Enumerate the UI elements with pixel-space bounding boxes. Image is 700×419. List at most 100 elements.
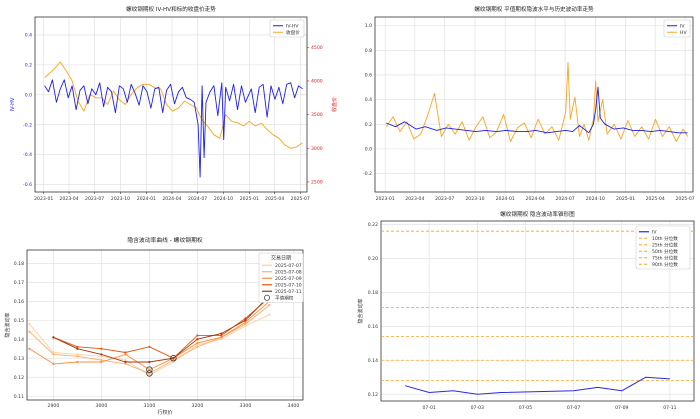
chart3-series-0-point-3 bbox=[100, 355, 103, 358]
chart3-series-1-point-10 bbox=[268, 303, 271, 307]
chart3-x-tick-5: 3400 bbox=[288, 403, 300, 409]
chart3-y-tick-2: 0.13 bbox=[14, 356, 24, 362]
chart3-series-0-point-0 bbox=[28, 322, 31, 326]
chart3-series-1-point-4 bbox=[124, 362, 127, 366]
chart3-series-3-point-7 bbox=[196, 334, 199, 337]
chart1-x-tick-7: 2024-10 bbox=[214, 196, 233, 202]
chart3-series-3-point-4 bbox=[124, 351, 127, 354]
chart1-series-close-line bbox=[44, 61, 303, 149]
chart1-legend-label-0: IV-HV bbox=[286, 24, 299, 30]
chart1-y2label: 收盘价 bbox=[331, 97, 338, 112]
chart4-series-iv-line bbox=[404, 376, 670, 395]
chart-iv-cone: 07-01 07-03 07-05 07-07 07-09 07-11 0.12 0.14 0.… bbox=[357, 210, 695, 411]
chart3-series-2-point-8 bbox=[220, 336, 223, 339]
chart3-series-4-line bbox=[53, 281, 294, 363]
chart3-x-tick-4: 3300 bbox=[240, 403, 252, 409]
chart1-x-tick-0: 2023-01 bbox=[34, 196, 53, 202]
chart2-x-tick-9: 2025-04 bbox=[646, 196, 665, 202]
chart3-series-3-point-8 bbox=[220, 334, 223, 337]
chart4-legend-label-5: 90th 分位数 bbox=[652, 261, 678, 268]
chart3-legend-marker-5 bbox=[264, 294, 270, 301]
chart3-series-2-line bbox=[29, 281, 294, 371]
chart3-legend-label-1: 2025-07-08 bbox=[275, 270, 302, 276]
chart3-frame bbox=[26, 249, 304, 401]
chart3-title: 隐含波动率曲线 - 螺纹钢期权 bbox=[127, 236, 203, 244]
chart2-x-tick-10: 2025-07 bbox=[676, 196, 695, 202]
chart4-y-tick-4: 0.20 bbox=[368, 256, 378, 262]
chart3-series-3-point-9 bbox=[244, 317, 247, 320]
chart1-x-tick-5: 2024-04 bbox=[162, 196, 181, 202]
chart3-y-tick-5: 0.16 bbox=[14, 299, 24, 305]
chart2-series-iv-line bbox=[386, 86, 688, 134]
chart3-series-2-point-0 bbox=[28, 347, 31, 350]
chart3-series-1-point-5 bbox=[148, 372, 151, 375]
chart3-series-1-point-0 bbox=[28, 330, 31, 333]
chart3-series-2-point-7 bbox=[196, 341, 199, 345]
chart3-series-1-point-2 bbox=[76, 355, 79, 358]
chart3-series-0-point-4 bbox=[124, 359, 127, 362]
chart3-legend-label-2: 2025-07-09 bbox=[275, 276, 302, 282]
chart3-legend-title: 交易日期 bbox=[271, 255, 291, 262]
chart2-x-tick-5: 2024-04 bbox=[526, 196, 545, 202]
chart2-x-tick-1: 2023-04 bbox=[405, 196, 424, 202]
chart2-y-tick-4: 0.6 bbox=[365, 73, 372, 79]
chart3-y-tick-4: 0.15 bbox=[14, 318, 24, 324]
chart3-y-tick-1: 0.12 bbox=[14, 375, 24, 381]
chart3-x-tick-1: 3000 bbox=[96, 403, 108, 409]
chart3-x-tick-3: 3200 bbox=[192, 403, 204, 409]
chart-iv-hv-close: 2023-01 2023-04 2023-07 2023-10 2024-01 2024-… bbox=[10, 5, 338, 202]
chart3-legend-label-4: 2025-07-11 bbox=[275, 289, 302, 295]
chart1-y2-tick-1: 3000 bbox=[311, 146, 323, 152]
chart3-y-tick-0: 0.11 bbox=[14, 394, 24, 400]
chart3-atm-marker-2 bbox=[170, 355, 177, 362]
chart4-x-tick-4: 07-09 bbox=[615, 405, 628, 411]
chart1-x-tick-4: 2024-01 bbox=[137, 196, 156, 202]
chart4-frame bbox=[380, 220, 695, 402]
chart3-series-3-point-5 bbox=[148, 345, 151, 348]
chart3-legend-label-0: 2025-07-07 bbox=[275, 263, 302, 269]
chart4-ylabel: 隐含波动率 bbox=[357, 298, 364, 323]
chart3-series-0-point-1 bbox=[52, 351, 55, 354]
chart2-y-tick-5: 0.8 bbox=[365, 48, 372, 54]
chart4-y-tick-1: 0.14 bbox=[368, 358, 378, 364]
chart3-series-1-point-7 bbox=[196, 345, 199, 348]
chart1-ylabel: IV-HV bbox=[10, 97, 16, 111]
chart1-x-tick-10: 2025-07 bbox=[291, 196, 310, 202]
chart3-series-4-point-1 bbox=[52, 336, 55, 339]
chart2-legend-label-0: IV bbox=[680, 24, 685, 30]
chart3-series-0-point-8 bbox=[220, 338, 223, 341]
chart4-legend-label-4: 75th 分位数 bbox=[652, 255, 678, 262]
chart1-x-tick-3: 2023-10 bbox=[111, 196, 130, 202]
chart3-y-tick-7: 0.18 bbox=[14, 261, 24, 267]
chart2-y-tick-2: 0.2 bbox=[365, 122, 372, 128]
chart4-x-tick-2: 07-05 bbox=[519, 405, 532, 411]
chart3-series-1-point-1 bbox=[52, 353, 55, 356]
chart1-y-tick-3: 0.0 bbox=[25, 92, 32, 98]
chart4-legend-label-3: 50th 分位数 bbox=[652, 248, 678, 255]
chart3-series-0-point-9 bbox=[244, 324, 247, 328]
chart3-series-3-point-2 bbox=[76, 345, 79, 348]
chart1-title: 螺纹钢期权 IV-HV和标的收盘价走势 bbox=[126, 5, 216, 13]
chart1-y-tick-4: 0.2 bbox=[25, 62, 32, 68]
chart3-series-2-point-4 bbox=[124, 353, 127, 356]
chart2-frame bbox=[374, 16, 694, 193]
chart3-series-4-point-4 bbox=[124, 360, 127, 364]
chart2-x-tick-0: 2023-01 bbox=[376, 196, 395, 202]
chart1-y-tick-2: -0.2 bbox=[23, 122, 32, 128]
chart2-x-tick-8: 2025-01 bbox=[616, 196, 635, 202]
chart4-y-tick-0: 0.12 bbox=[368, 392, 378, 398]
chart3-atm-marker-1 bbox=[146, 366, 153, 373]
chart3-series-1-point-3 bbox=[100, 359, 103, 362]
chart3-y-tick-6: 0.17 bbox=[14, 280, 24, 286]
chart4-x-tick-5: 07-11 bbox=[663, 405, 676, 411]
chart1-y-tick-0: -0.6 bbox=[23, 182, 32, 188]
chart3-xlabel: 行权价 bbox=[157, 409, 172, 416]
chart3-series-0-point-10 bbox=[268, 313, 271, 316]
chart1-x-tick-2: 2023-07 bbox=[85, 196, 104, 202]
chart4-x-tick-0: 07-01 bbox=[422, 405, 435, 411]
chart-atm-iv-hv: 2023-01 2023-04 2023-07 2023-10 2024-01 2024-… bbox=[363, 5, 695, 202]
chart3-series-2-point-5 bbox=[148, 368, 151, 371]
chart1-frame bbox=[34, 16, 308, 193]
chart1-x-tick-1: 2023-04 bbox=[59, 196, 78, 202]
